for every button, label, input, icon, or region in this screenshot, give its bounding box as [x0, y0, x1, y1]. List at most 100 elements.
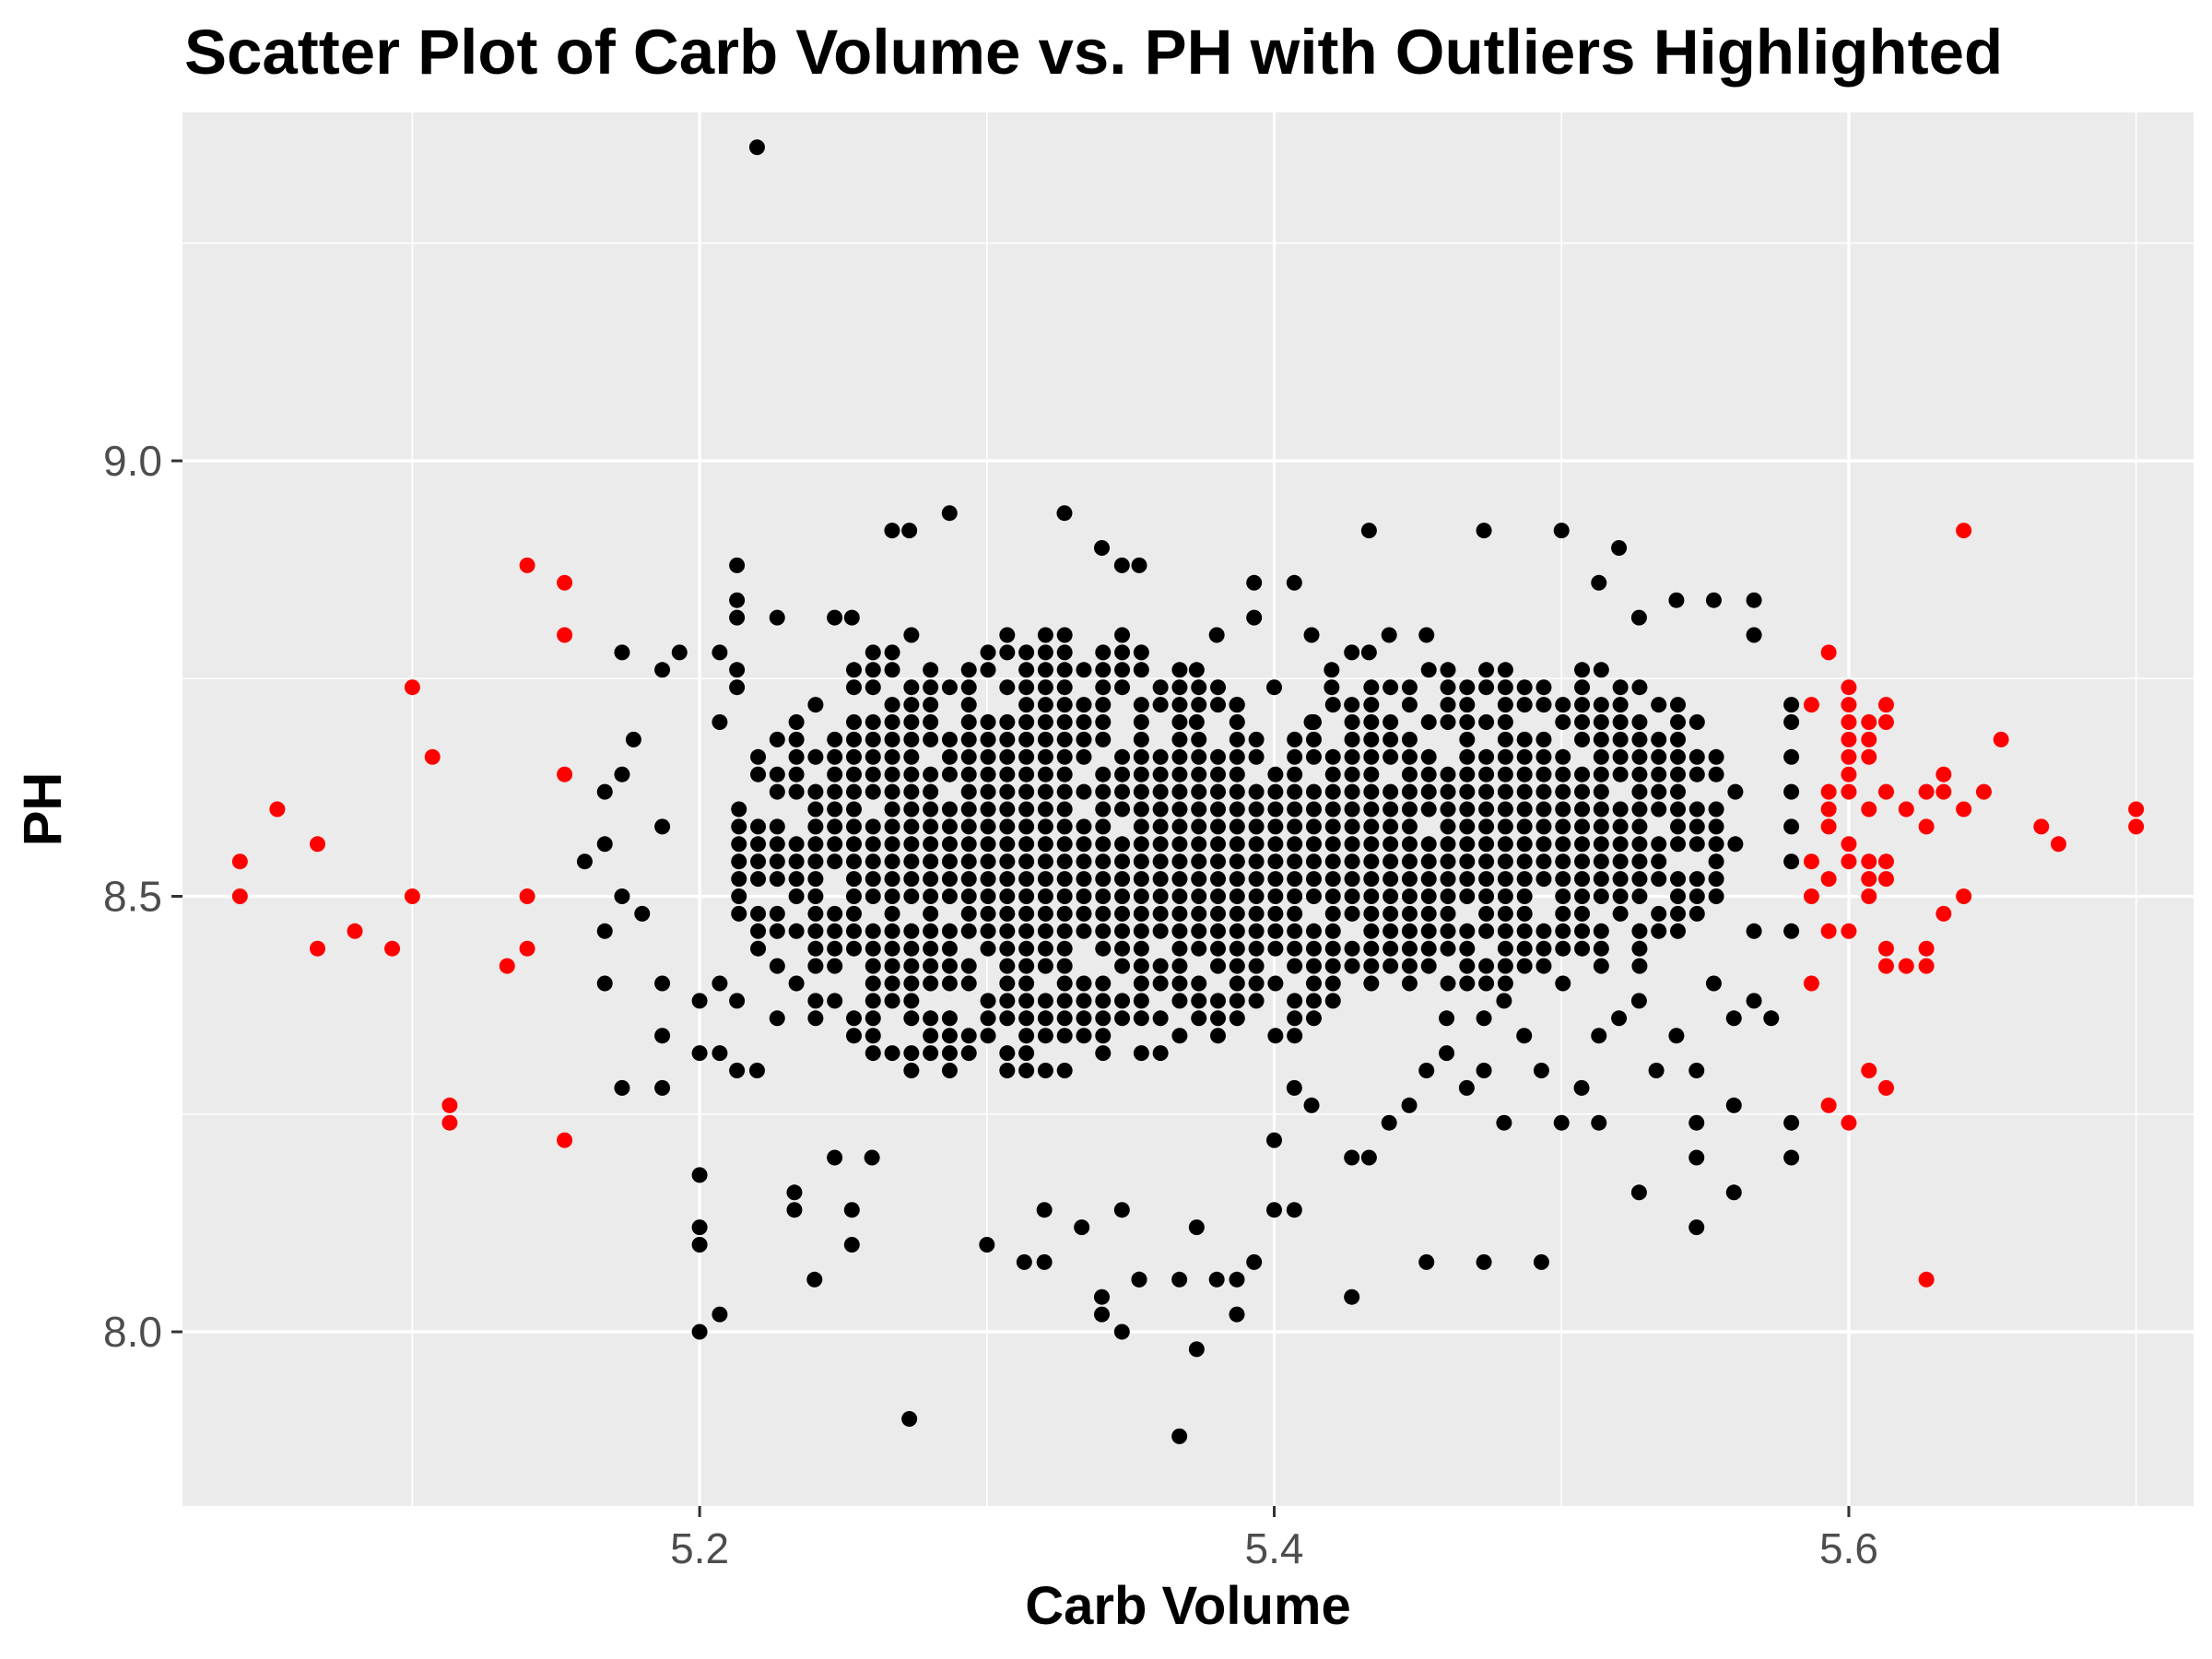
data-point — [884, 818, 900, 835]
data-point — [1171, 766, 1188, 782]
normal-points — [576, 139, 1800, 1444]
data-point — [1191, 818, 1207, 835]
data-point — [980, 714, 996, 730]
data-point — [1401, 871, 1418, 888]
data-point — [1191, 993, 1207, 1009]
data-point — [1440, 783, 1456, 800]
outlier-point — [1841, 679, 1857, 696]
data-point — [1037, 940, 1053, 957]
data-point — [1076, 714, 1092, 730]
data-point — [1516, 731, 1533, 747]
data-point — [1287, 766, 1303, 782]
data-point — [884, 905, 900, 922]
data-point — [903, 714, 920, 730]
data-point — [1018, 1010, 1035, 1027]
data-point — [1018, 923, 1035, 939]
data-point — [845, 923, 862, 939]
data-point — [1516, 905, 1533, 922]
data-point — [1516, 801, 1533, 818]
data-point — [1631, 748, 1648, 765]
data-point — [1095, 905, 1112, 922]
data-point — [1305, 975, 1322, 992]
data-point — [865, 644, 881, 661]
data-point — [1246, 609, 1263, 626]
data-point — [923, 697, 939, 713]
data-point — [1535, 801, 1552, 818]
data-point — [1401, 679, 1418, 696]
data-point — [960, 801, 977, 818]
data-point — [865, 662, 881, 678]
data-point — [999, 1063, 1016, 1078]
data-point — [1631, 783, 1648, 800]
data-point — [1363, 748, 1380, 765]
data-point — [999, 888, 1016, 904]
data-point — [1324, 871, 1341, 888]
data-point — [1056, 1063, 1073, 1078]
data-point — [1363, 923, 1380, 939]
data-point — [845, 731, 862, 747]
outlier-points — [231, 523, 2145, 1288]
data-point — [884, 993, 900, 1009]
data-point — [884, 523, 900, 539]
data-point — [960, 697, 977, 713]
data-point — [827, 923, 843, 939]
data-point — [1229, 940, 1245, 957]
data-point — [1420, 714, 1437, 730]
data-point — [1593, 714, 1609, 730]
data-point — [1783, 1149, 1800, 1166]
data-point — [1093, 540, 1110, 556]
data-point — [1516, 748, 1533, 765]
y-tick-label: 8.5 — [103, 873, 162, 921]
data-point — [980, 783, 996, 800]
data-point — [845, 662, 862, 678]
data-point — [1478, 662, 1495, 678]
data-point — [845, 871, 862, 888]
data-point — [750, 905, 767, 922]
data-point — [1037, 993, 1053, 1009]
data-point — [865, 766, 881, 782]
data-point — [1555, 748, 1571, 765]
data-point — [729, 993, 746, 1009]
data-point — [1171, 975, 1188, 992]
data-point — [1018, 958, 1035, 974]
data-point — [1688, 1149, 1705, 1166]
data-point — [1420, 888, 1437, 904]
data-point — [980, 1028, 996, 1044]
data-point — [1018, 731, 1035, 747]
data-point — [1688, 801, 1705, 818]
data-point — [980, 993, 996, 1009]
data-point — [1651, 923, 1667, 939]
data-point — [748, 1063, 765, 1078]
data-point — [1056, 836, 1073, 853]
data-point — [980, 940, 996, 957]
data-point — [750, 853, 767, 870]
data-point — [1303, 1097, 1320, 1113]
outlier-point — [404, 679, 420, 696]
data-point — [769, 871, 785, 888]
data-point — [999, 818, 1016, 835]
data-point — [1267, 923, 1284, 939]
data-point — [1076, 993, 1092, 1009]
data-point — [1497, 871, 1513, 888]
data-point — [788, 888, 805, 904]
data-point — [980, 662, 996, 678]
data-point — [941, 679, 958, 696]
data-point — [1363, 714, 1380, 730]
data-point — [1037, 679, 1053, 696]
data-point — [1593, 801, 1609, 818]
data-point — [960, 766, 977, 782]
data-point — [941, 505, 958, 522]
data-point — [1191, 801, 1207, 818]
data-point — [1344, 905, 1360, 922]
data-point — [654, 1028, 671, 1044]
data-point — [634, 905, 651, 922]
data-point — [1210, 783, 1227, 800]
data-point — [1555, 923, 1571, 939]
data-point — [1133, 958, 1149, 974]
data-point — [827, 783, 843, 800]
data-point — [1612, 697, 1629, 713]
data-point — [1248, 853, 1265, 870]
data-point — [1535, 836, 1552, 853]
data-point — [1286, 1202, 1302, 1218]
data-point — [1171, 836, 1188, 853]
